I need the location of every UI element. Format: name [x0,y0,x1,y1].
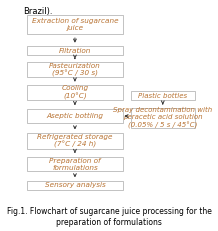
FancyBboxPatch shape [131,91,195,100]
FancyBboxPatch shape [27,109,123,124]
Text: Spray decontamination with
peracetic acid solution
(0.05% / 5 s / 45°C): Spray decontamination with peracetic aci… [113,107,212,129]
FancyBboxPatch shape [27,181,123,190]
Text: Plastic bottles: Plastic bottles [138,93,187,99]
Text: Filtration: Filtration [59,48,91,54]
Text: Brazil).: Brazil). [23,7,53,16]
FancyBboxPatch shape [27,85,123,100]
FancyBboxPatch shape [27,15,123,34]
Text: Aseptic bottling: Aseptic bottling [46,113,103,119]
FancyBboxPatch shape [27,133,123,149]
FancyBboxPatch shape [131,108,195,128]
Text: Fig.1. Flowchart of sugarcane juice processing for the
preparation of formulatio: Fig.1. Flowchart of sugarcane juice proc… [7,207,211,227]
Text: Extraction of sugarcane
juice: Extraction of sugarcane juice [32,18,118,31]
Text: Preparation of
formulations: Preparation of formulations [49,158,101,170]
FancyBboxPatch shape [27,62,123,77]
Text: Refrigerated storage
(7°C / 24 h): Refrigerated storage (7°C / 24 h) [37,134,113,148]
Text: Sensory analysis: Sensory analysis [44,182,105,188]
FancyBboxPatch shape [27,46,123,55]
Text: Cooling
(10°C): Cooling (10°C) [61,85,89,100]
Text: Pasteurization
(95°C / 30 s): Pasteurization (95°C / 30 s) [49,63,101,77]
FancyBboxPatch shape [27,157,123,171]
